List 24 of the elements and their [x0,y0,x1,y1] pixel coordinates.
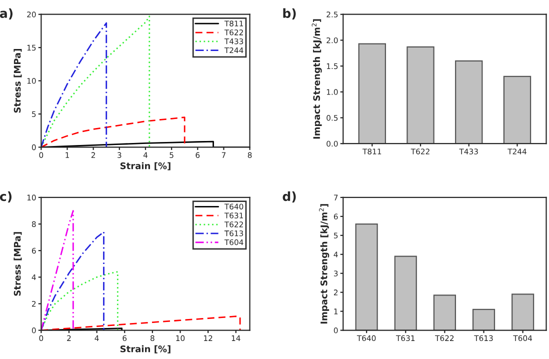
line-series [41,210,74,330]
y-axis-title: Stress [MPa] [14,232,22,296]
x-axis-title: Strain [%] [120,162,170,170]
bar [433,294,456,330]
line-series [41,22,108,148]
text: a) [0,8,13,20]
bar [512,294,534,330]
text: d) [282,191,296,203]
bar [503,76,532,144]
line-series [41,271,118,330]
bar [406,46,434,144]
y-axis-title: Impact Strength [kJ/m$^{2}$] [312,19,322,139]
bar [472,308,496,330]
line-series [41,116,186,148]
text: b) [283,8,296,20]
bar [394,256,417,330]
bar [355,223,378,330]
x-axis-title: Strain [%] [120,345,170,354]
y-axis-title: Impact Strength [kJ/m$^{2}$] [319,204,330,324]
bar [358,43,386,144]
bar [455,60,483,144]
text: c) [0,191,12,203]
line-series [41,231,104,330]
y-axis-title: Stress [MPa] [14,49,22,113]
